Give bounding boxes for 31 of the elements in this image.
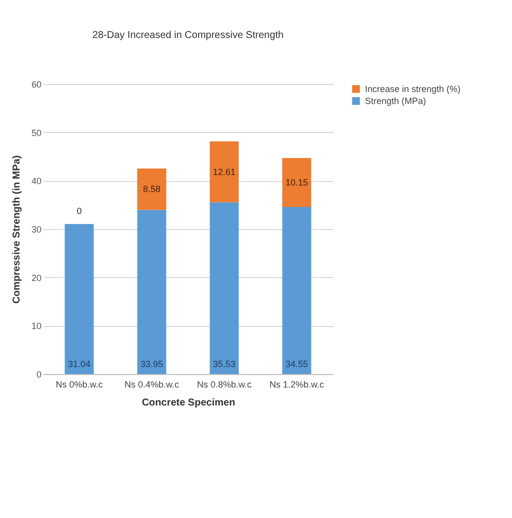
data-label: 0 — [76, 206, 82, 216]
y-tick-label: 50 — [31, 128, 42, 138]
data-label: 12.61 — [212, 166, 236, 177]
chart-title: 28-Day Increased in Compressive Strength — [92, 30, 284, 41]
x-tick-label: Ns 0.8%b.w.c — [196, 380, 252, 390]
x-tick-label: Ns 0%b.w.c — [56, 380, 104, 390]
y-tick-label: 0 — [36, 370, 42, 380]
y-tick-label: 60 — [31, 80, 42, 90]
bar — [64, 224, 94, 374]
y-tick-label: 40 — [31, 176, 42, 186]
x-tick-label: Ns 1.2%b.w.c — [269, 380, 325, 390]
y-axis-title: Compressive Strength (in MPa) — [11, 155, 22, 304]
legend-label: Strength (MPa) — [365, 96, 426, 106]
data-label: 31.04 — [68, 359, 91, 369]
x-axis-title: Concrete Specimen — [142, 398, 236, 408]
data-label: 10.15 — [285, 177, 308, 188]
bar — [282, 207, 312, 374]
data-label: 35.53 — [212, 359, 236, 369]
y-tick-label: 20 — [31, 272, 42, 283]
legend-label: Increase in strength (%) — [365, 84, 461, 94]
data-label: 8.58 — [142, 184, 161, 194]
x-tick-label: Ns 0.4%b.w.c — [124, 380, 180, 390]
y-tick-label: 30 — [31, 224, 42, 234]
bar — [282, 158, 312, 208]
y-tick-label: 10 — [31, 321, 42, 332]
data-label: 34.55 — [285, 359, 308, 369]
bar — [210, 202, 239, 374]
bar — [137, 210, 166, 374]
data-label: 33.95 — [140, 359, 164, 369]
bar — [210, 141, 239, 202]
bar — [137, 168, 166, 210]
